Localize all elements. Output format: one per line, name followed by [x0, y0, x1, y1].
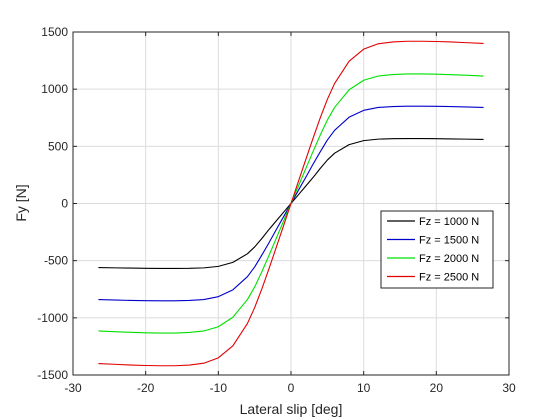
x-tick-label: -20 [137, 381, 155, 395]
series-lines [98, 40, 484, 367]
y-axis-label: Fy [N] [13, 184, 29, 221]
legend-label: Fz = 2000 N [419, 253, 479, 265]
x-tick-label: -10 [210, 381, 228, 395]
x-axis-ticks: -30 -20 -10 0 10 20 30 [64, 32, 516, 395]
x-tick-label: 0 [288, 381, 295, 395]
y-axis-ticks: -1500 -1000 -500 0 500 1000 1500 [37, 25, 509, 382]
x-tick-label: -30 [64, 381, 82, 395]
y-tick-label: 500 [48, 139, 68, 153]
y-tick-label: -1000 [37, 311, 68, 325]
x-axis-label: Lateral slip [deg] [240, 401, 343, 417]
legend-label: Fz = 2500 N [419, 272, 479, 284]
x-tick-label: 20 [430, 381, 444, 395]
y-tick-label: 1000 [41, 82, 68, 96]
legend-label: Fz = 1000 N [419, 216, 479, 228]
legend: Fz = 1000 N Fz = 1500 N Fz = 2000 N Fz = 25… [380, 210, 494, 289]
y-tick-label: -500 [44, 254, 68, 268]
series-line-4 [98, 40, 484, 367]
y-tick-label: -1500 [37, 368, 68, 382]
x-tick-label: 30 [502, 381, 516, 395]
y-tick-label: 0 [61, 197, 68, 211]
y-tick-label: 1500 [41, 25, 68, 39]
legend-label: Fz = 1500 N [419, 235, 479, 247]
legend-box [380, 210, 494, 289]
x-tick-label: 10 [357, 381, 371, 395]
